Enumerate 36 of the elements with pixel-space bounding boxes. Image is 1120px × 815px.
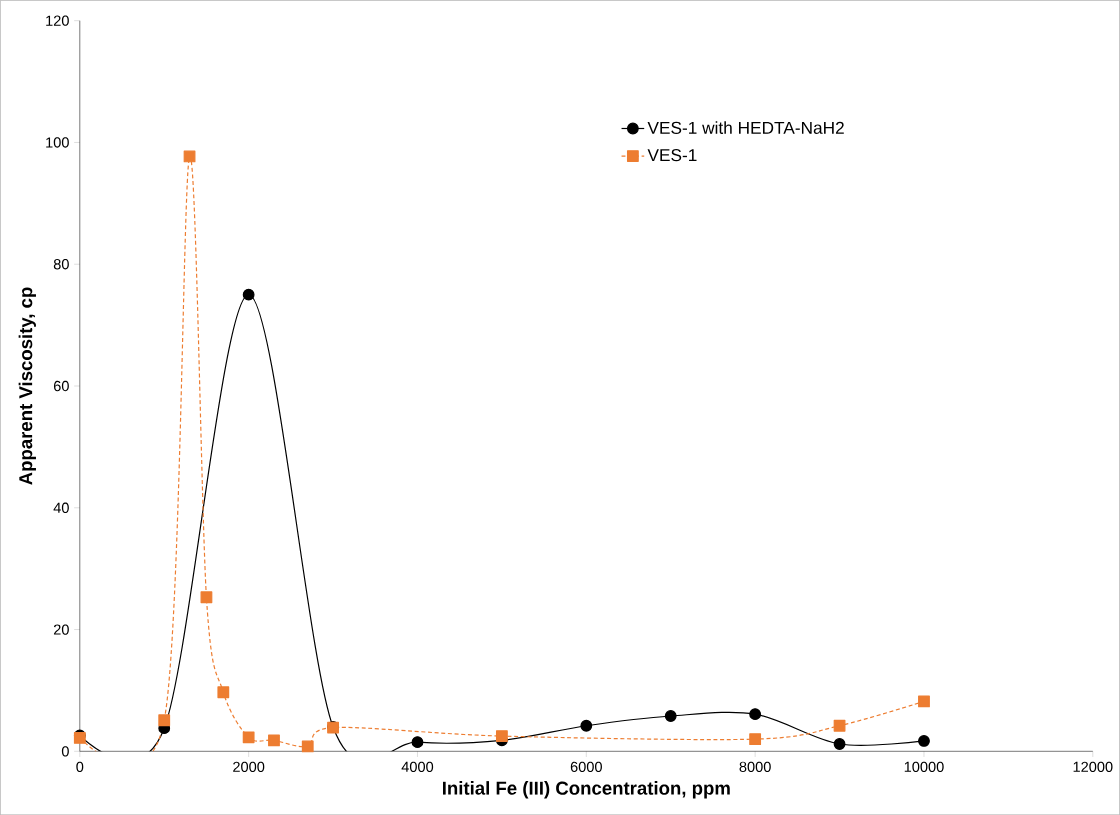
y-tick-label: 80	[53, 259, 69, 270]
legend-label: VES-1	[647, 148, 697, 162]
y-tick-label: 20	[53, 624, 69, 635]
y-tick-label: 100	[46, 137, 69, 148]
point	[242, 731, 255, 744]
x-tick-label: 2000	[233, 761, 265, 772]
x-axis-title: Initial Fe (III) Concentration, ppm	[443, 781, 730, 799]
point	[495, 730, 508, 742]
point	[217, 686, 230, 699]
point	[200, 591, 213, 604]
x-tick-label: 10000	[904, 761, 944, 772]
point	[301, 740, 314, 753]
point	[268, 734, 280, 747]
y-tick-label: 60	[53, 380, 69, 392]
x-tick-label: 8000	[739, 761, 771, 772]
y-tick-label: 0	[61, 746, 69, 757]
point	[158, 714, 171, 727]
point	[183, 150, 196, 163]
point	[242, 288, 255, 301]
point	[749, 708, 762, 720]
point	[833, 738, 846, 750]
point	[918, 734, 930, 747]
x-tick-label: 4000	[401, 761, 434, 772]
point	[664, 710, 677, 722]
point	[580, 719, 593, 732]
y-axis-title: Apparent Viscosity, cp	[18, 287, 36, 485]
point	[411, 736, 424, 749]
x-tick-label: 6000	[570, 761, 602, 772]
point	[833, 719, 846, 732]
y-tick-label: 120	[46, 15, 69, 26]
y-tick-label: 40	[53, 502, 69, 513]
x-tick-label: 0	[76, 761, 84, 772]
point	[749, 733, 762, 745]
legend-label: VES-1 with HEDTA-NaH2	[647, 121, 844, 134]
point	[918, 695, 930, 708]
x-tick-label: 12000	[1073, 761, 1113, 772]
